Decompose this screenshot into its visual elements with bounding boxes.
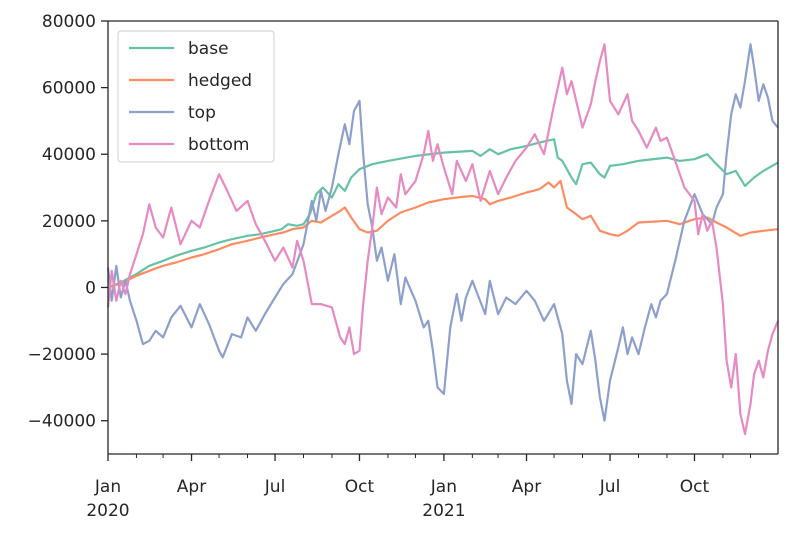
x-tick-year-label: 2020 xyxy=(86,501,129,521)
x-tick-label: Jan xyxy=(430,477,457,497)
series-line-top xyxy=(106,43,779,422)
x-tick-label: Oct xyxy=(680,477,710,497)
y-tick-label: −20000 xyxy=(28,345,96,365)
x-tick-label: Jul xyxy=(264,477,286,497)
x-tick-label: Oct xyxy=(345,477,375,497)
x-tick-label: Jul xyxy=(599,477,621,497)
y-tick-label: 0 xyxy=(85,278,96,298)
y-tick-label: 20000 xyxy=(42,212,96,232)
x-tick-label: Apr xyxy=(177,477,206,497)
legend-label-base: base xyxy=(188,39,229,59)
series-line-base xyxy=(107,138,779,289)
legend-box xyxy=(117,30,275,163)
legend-label-hedged: hedged xyxy=(188,71,252,91)
series-line-bottom xyxy=(106,43,780,436)
legend-label-bottom: bottom xyxy=(188,135,249,155)
x-tick-label: Jan xyxy=(94,477,121,497)
x-tick-year-label: 2021 xyxy=(422,501,465,521)
y-tick-label: −40000 xyxy=(28,412,96,432)
legend: base hedged top bottom xyxy=(117,30,275,163)
y-tick-label: 80000 xyxy=(42,12,96,32)
x-tick-label: Apr xyxy=(512,477,541,497)
y-tick-label: 40000 xyxy=(42,145,96,165)
axes-layer: −40000 −20000 0 20000 40000 60000 80000 Jan 2020… xyxy=(28,12,779,521)
series-line-hedged xyxy=(107,179,779,289)
legend-label-top: top xyxy=(188,103,216,123)
y-tick-label: 60000 xyxy=(42,79,96,99)
series-layer xyxy=(106,43,780,436)
